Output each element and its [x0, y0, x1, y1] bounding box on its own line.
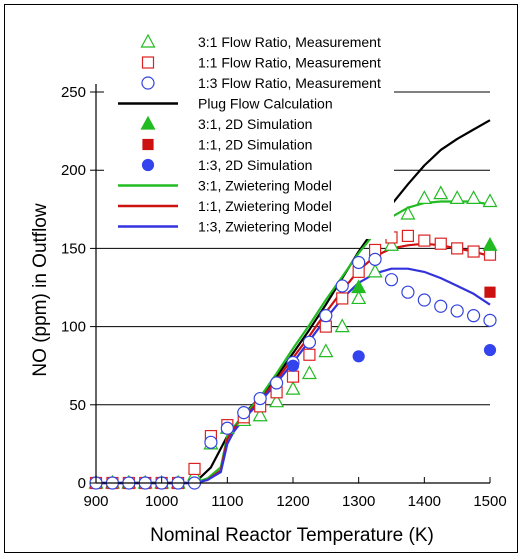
- data-point-triangle: [482, 237, 498, 251]
- data-point-triangle: [318, 343, 334, 358]
- data-point-triangle: [351, 279, 367, 294]
- x-tick-label: 1000: [145, 493, 178, 510]
- data-point-triangle: [285, 380, 301, 395]
- x-tick-label: 900: [83, 493, 108, 510]
- data-point-triangle: [367, 263, 383, 278]
- legend: 3:1 Flow Ratio, Measurement 1:1 Flow Rati…: [104, 32, 394, 239]
- legend-label: 1:1 Flow Ratio, Measurement: [198, 55, 381, 71]
- data-point-square: [418, 234, 431, 247]
- data-point-circle: [335, 279, 349, 293]
- y-tick-label: 250: [61, 84, 86, 101]
- x-tick-label: 1400: [408, 493, 441, 510]
- data-point-square: [188, 462, 201, 476]
- data-point-circle: [417, 293, 431, 307]
- data-point-triangle: [140, 115, 156, 130]
- legend-label: 1:3, Zwietering Model: [198, 219, 332, 235]
- data-point-triangle: [252, 407, 268, 422]
- x-tick-label: 1300: [342, 493, 375, 510]
- data-point-circle: [319, 309, 333, 323]
- data-point-triangle: [482, 193, 498, 208]
- data-point-square: [336, 292, 349, 305]
- data-point-circle: [253, 391, 267, 406]
- data-point-circle: [352, 255, 366, 270]
- data-point-circle: [384, 273, 399, 287]
- legend-label: 3:1, Zwietering Model: [198, 178, 332, 194]
- data-point-circle: [269, 376, 284, 390]
- data-point-triangle: [269, 393, 285, 408]
- data-point-triangle: [433, 185, 449, 200]
- legend-label: 1:1, Zwietering Model: [198, 198, 332, 214]
- data-point-circle: [302, 335, 317, 349]
- data-point-triangle: [334, 318, 350, 333]
- data-point-square: [467, 245, 480, 258]
- data-point-circle: [286, 359, 300, 372]
- data-point-circle: [466, 309, 481, 323]
- data-point-triangle: [140, 33, 156, 48]
- data-point-triangle: [351, 290, 367, 305]
- data-point-square: [303, 348, 316, 361]
- y-tick-label: 100: [61, 319, 86, 336]
- data-point-triangle: [449, 190, 465, 204]
- y-tick-label: 0: [78, 475, 86, 492]
- data-point-circle: [483, 343, 497, 357]
- data-point-circle: [237, 406, 251, 420]
- series-line: [96, 267, 491, 485]
- data-point-circle: [401, 285, 415, 299]
- data-point-triangle: [383, 237, 400, 251]
- data-point-circle: [204, 435, 218, 449]
- x-tick-label: 1100: [211, 493, 243, 510]
- data-point-square: [286, 370, 300, 383]
- y-tick-label: 50: [69, 397, 86, 414]
- data-point-circle: [220, 421, 234, 435]
- y-tick-label: 150: [61, 240, 86, 257]
- axes: 900 1000 1100 1200 1300 1400 1500 0 50 100 150 200 2…: [61, 84, 507, 510]
- data-point-triangle: [400, 205, 416, 220]
- data-point-square: [434, 237, 447, 250]
- y-tick-label: 200: [61, 162, 86, 179]
- data-point-triangle: [466, 190, 482, 204]
- data-point-square: [484, 286, 496, 298]
- data-point-square: [319, 320, 332, 333]
- data-point-circle: [141, 76, 155, 90]
- data-point-triangle: [301, 365, 317, 380]
- data-point-circle: [434, 299, 448, 313]
- legend-label: 3:1 Flow Ratio, Measurement: [198, 34, 381, 50]
- data-point-square: [141, 56, 155, 69]
- x-axis-title: Nominal Reactor Temperature (K): [150, 525, 434, 546]
- y-axis-title: NO (ppm) in Outflow: [30, 203, 51, 376]
- data-point-square: [401, 229, 415, 242]
- x-tick-label: 1200: [276, 493, 309, 510]
- x-tick-label: 1500: [473, 493, 506, 510]
- legend-label: 1:1, 2D Simulation: [198, 137, 312, 153]
- legend-label: Plug Flow Calculation: [198, 96, 333, 112]
- data-point-circle: [483, 313, 497, 327]
- data-point-triangle: [416, 190, 432, 204]
- data-point-circle: [352, 350, 365, 363]
- legend-label: 3:1, 2D Simulation: [198, 116, 312, 132]
- data-point-circle: [141, 158, 155, 172]
- data-point-square: [142, 138, 154, 151]
- data-point-circle: [450, 304, 464, 318]
- legend-label: 1:3 Flow Ratio, Measurement: [198, 75, 381, 91]
- data-point-circle: [368, 252, 382, 266]
- legend-label: 1:3, 2D Simulation: [198, 157, 312, 173]
- data-point-square: [451, 242, 464, 255]
